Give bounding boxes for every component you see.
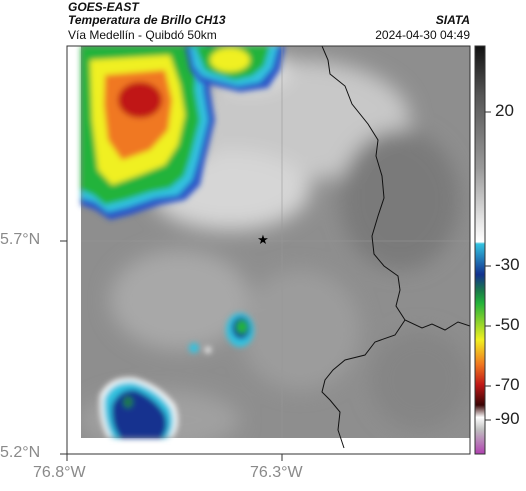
convective-cell-northwest (81, 46, 215, 220)
colorbar-label: 20 (495, 101, 514, 120)
map-frame (66, 45, 471, 455)
colorbar-label: -50 (495, 315, 520, 334)
star-icon: ★ (257, 232, 269, 247)
lon-label-76-3: 76.3°W (250, 464, 303, 481)
colorbar-label: -30 (495, 255, 520, 274)
convective-cell-north (185, 46, 285, 92)
convective-cell-center (189, 313, 254, 353)
source-title: GOES-EAST (68, 0, 139, 14)
lat-label-5-2: 5.2°N (0, 444, 41, 461)
lon-label-76-8: 76.8°W (33, 464, 86, 481)
colorbar-label: -70 (495, 375, 520, 394)
timestamp-label: 2024-04-30 04:49 (375, 28, 470, 42)
product-title: Temperatura de Brillo CH13 (68, 13, 226, 27)
convective-cell-southwest (99, 377, 178, 438)
department-border (321, 46, 470, 331)
agency-label: SIATA (435, 13, 470, 27)
department-border-south (321, 319, 406, 449)
lat-label-5-7: 5.7°N (0, 231, 41, 248)
colorbar (474, 45, 491, 455)
colorbar-label: -90 (495, 409, 520, 428)
satellite-image: ★ (67, 46, 470, 454)
route-subtitle: Vía Medellín - Quibdó 50km (68, 28, 217, 42)
